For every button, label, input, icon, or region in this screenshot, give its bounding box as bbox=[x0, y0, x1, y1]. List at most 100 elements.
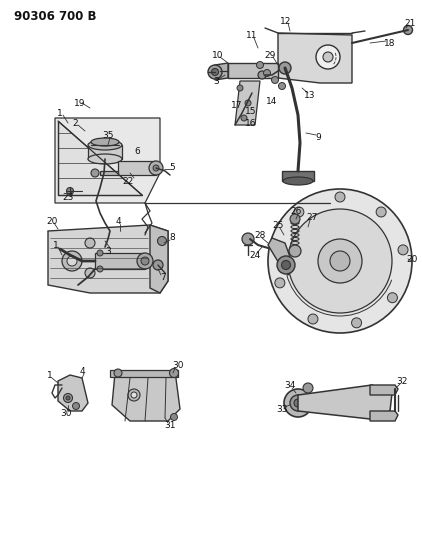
Circle shape bbox=[249, 118, 255, 124]
Circle shape bbox=[170, 368, 179, 377]
Polygon shape bbox=[370, 385, 398, 395]
Text: 24: 24 bbox=[249, 251, 261, 260]
Bar bbox=[95, 253, 145, 269]
Polygon shape bbox=[370, 411, 398, 421]
Polygon shape bbox=[110, 370, 178, 377]
Text: 1: 1 bbox=[47, 370, 53, 379]
Text: 26: 26 bbox=[290, 206, 302, 215]
Circle shape bbox=[330, 251, 350, 271]
Circle shape bbox=[290, 395, 306, 411]
Circle shape bbox=[95, 238, 105, 248]
Circle shape bbox=[249, 102, 255, 108]
Circle shape bbox=[131, 392, 137, 398]
Circle shape bbox=[323, 52, 333, 62]
Circle shape bbox=[376, 207, 386, 217]
Text: 3: 3 bbox=[105, 246, 111, 255]
Circle shape bbox=[141, 257, 149, 265]
Circle shape bbox=[294, 399, 302, 407]
Ellipse shape bbox=[91, 138, 119, 146]
Text: 4: 4 bbox=[79, 367, 85, 376]
Text: 34: 34 bbox=[284, 381, 296, 390]
Polygon shape bbox=[278, 33, 352, 83]
Text: 25: 25 bbox=[272, 221, 284, 230]
Circle shape bbox=[211, 69, 219, 76]
Text: 30: 30 bbox=[172, 360, 184, 369]
Circle shape bbox=[62, 251, 82, 271]
Text: 30: 30 bbox=[60, 408, 72, 417]
Circle shape bbox=[149, 161, 163, 175]
Text: 3: 3 bbox=[213, 77, 219, 85]
Polygon shape bbox=[268, 238, 294, 275]
Polygon shape bbox=[112, 371, 180, 421]
Text: 5: 5 bbox=[169, 163, 175, 172]
Circle shape bbox=[268, 189, 412, 333]
Text: 18: 18 bbox=[384, 38, 396, 47]
Circle shape bbox=[63, 393, 73, 402]
Circle shape bbox=[258, 71, 266, 79]
Circle shape bbox=[97, 266, 103, 272]
Ellipse shape bbox=[88, 140, 122, 150]
Polygon shape bbox=[55, 118, 160, 203]
Circle shape bbox=[308, 314, 318, 324]
Circle shape bbox=[257, 61, 263, 69]
Circle shape bbox=[66, 396, 70, 400]
Text: 1: 1 bbox=[57, 109, 63, 117]
Circle shape bbox=[279, 83, 286, 90]
Text: 15: 15 bbox=[245, 107, 257, 116]
Circle shape bbox=[242, 233, 254, 245]
Text: 22: 22 bbox=[122, 176, 134, 185]
Circle shape bbox=[335, 192, 345, 202]
Polygon shape bbox=[298, 385, 392, 419]
Circle shape bbox=[289, 245, 301, 257]
Circle shape bbox=[398, 245, 408, 255]
Ellipse shape bbox=[88, 154, 122, 164]
Circle shape bbox=[137, 253, 153, 269]
Text: 21: 21 bbox=[404, 19, 416, 28]
Text: 17: 17 bbox=[231, 101, 243, 109]
Circle shape bbox=[170, 414, 178, 421]
Text: 1: 1 bbox=[53, 240, 59, 249]
Text: 90306 700 B: 90306 700 B bbox=[14, 11, 97, 23]
Text: 31: 31 bbox=[164, 421, 176, 430]
Text: 9: 9 bbox=[315, 133, 321, 141]
Circle shape bbox=[73, 402, 79, 409]
Circle shape bbox=[241, 115, 247, 121]
Text: 35: 35 bbox=[102, 131, 114, 140]
Text: 27: 27 bbox=[306, 213, 318, 222]
Text: 20: 20 bbox=[406, 254, 418, 263]
Text: 12: 12 bbox=[280, 17, 292, 26]
Circle shape bbox=[263, 69, 271, 77]
Circle shape bbox=[387, 293, 398, 303]
Circle shape bbox=[279, 62, 291, 74]
Circle shape bbox=[97, 240, 103, 246]
Polygon shape bbox=[48, 225, 168, 293]
Circle shape bbox=[290, 214, 300, 224]
Text: 10: 10 bbox=[212, 51, 224, 60]
Polygon shape bbox=[100, 171, 118, 175]
Text: 8: 8 bbox=[169, 232, 175, 241]
Polygon shape bbox=[282, 171, 314, 181]
Text: 2: 2 bbox=[72, 118, 78, 127]
Text: 16: 16 bbox=[245, 118, 257, 127]
Circle shape bbox=[284, 389, 312, 417]
Circle shape bbox=[245, 100, 251, 106]
Circle shape bbox=[208, 65, 222, 79]
Circle shape bbox=[272, 245, 282, 255]
Circle shape bbox=[316, 45, 340, 69]
Circle shape bbox=[157, 237, 167, 246]
Polygon shape bbox=[88, 145, 122, 159]
Circle shape bbox=[153, 165, 159, 171]
Circle shape bbox=[271, 77, 279, 84]
Circle shape bbox=[85, 268, 95, 278]
Text: 13: 13 bbox=[304, 91, 316, 100]
Polygon shape bbox=[215, 63, 228, 80]
Circle shape bbox=[352, 318, 362, 328]
Text: 32: 32 bbox=[396, 376, 408, 385]
Circle shape bbox=[67, 256, 77, 266]
Text: 29: 29 bbox=[264, 51, 276, 60]
Circle shape bbox=[288, 209, 392, 313]
Ellipse shape bbox=[283, 177, 313, 185]
Circle shape bbox=[91, 169, 99, 177]
Circle shape bbox=[85, 238, 95, 248]
Text: 33: 33 bbox=[276, 405, 288, 414]
